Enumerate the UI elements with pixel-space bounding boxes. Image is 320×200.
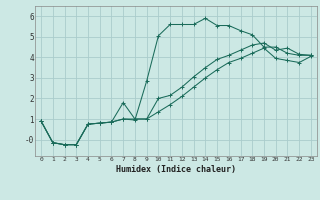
X-axis label: Humidex (Indice chaleur): Humidex (Indice chaleur) <box>116 165 236 174</box>
